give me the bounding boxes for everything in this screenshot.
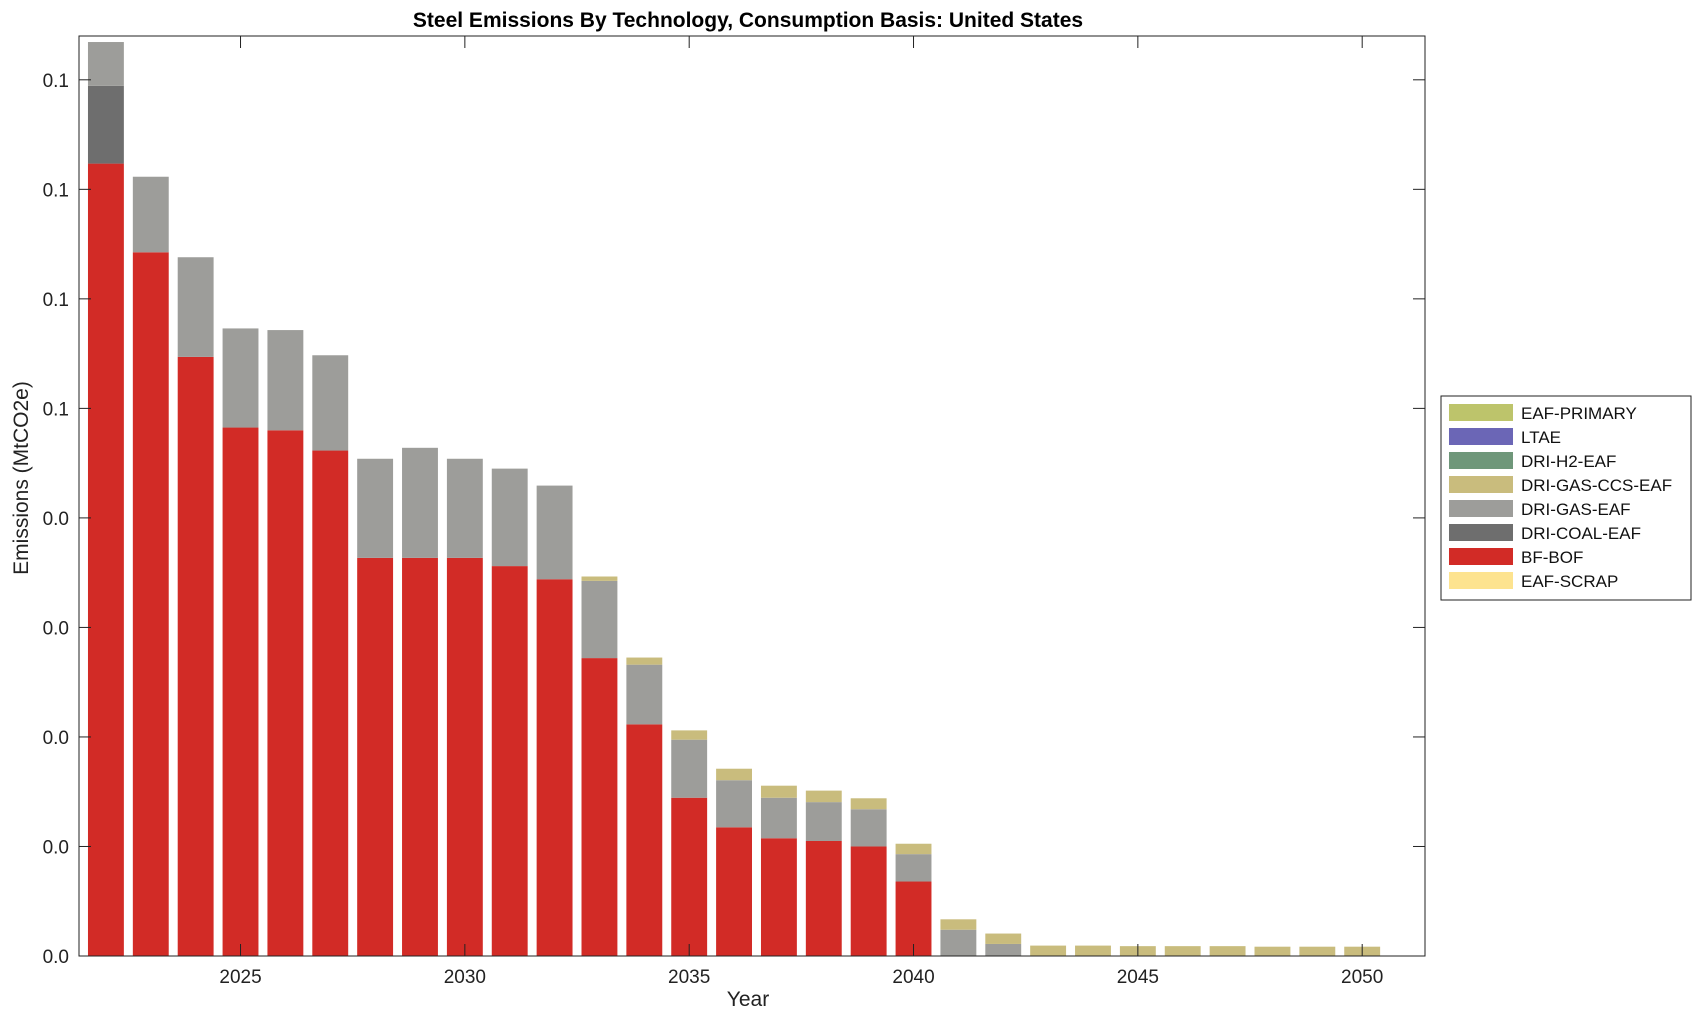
legend-swatch xyxy=(1449,524,1513,541)
bar-2043-dri-gas-ccs-eaf xyxy=(1030,945,1067,956)
legend-swatch xyxy=(1449,452,1513,469)
bar-2042-dri-gas-ccs-eaf xyxy=(985,933,1022,944)
legend: EAF-PRIMARY LTAE DRI-H2-EAF DRI-GAS-CCS-EAF… xyxy=(1440,395,1692,601)
legend-swatch xyxy=(1449,548,1513,565)
y-tick-label: 0.0 xyxy=(43,509,69,530)
bar-2048-dri-gas-ccs-eaf xyxy=(1254,946,1291,956)
axes-layer: 0.0 0.0 0.0 0.0 0.0 0.1 0.1 0.1 0.1 2025 2030 2035 2… xyxy=(43,35,1426,988)
bar-2028-bf-bof xyxy=(357,557,394,956)
bar-2034-dri-gas-eaf xyxy=(626,664,663,725)
bar-2044-dri-gas-ccs-eaf xyxy=(1075,945,1111,956)
y-tick-label: 0.0 xyxy=(43,947,69,968)
bar-2024-dri-gas-eaf xyxy=(177,257,214,357)
y-tick-label: 0.0 xyxy=(43,728,69,749)
x-tick-label: 2030 xyxy=(444,967,486,988)
bar-2046-dri-gas-ccs-eaf xyxy=(1164,946,1201,956)
bar-2034-bf-bof xyxy=(626,724,663,956)
bar-2031-bf-bof xyxy=(491,566,528,956)
legend-label: EAF-PRIMARY xyxy=(1521,404,1637,423)
bar-2030-dri-gas-eaf xyxy=(446,458,483,558)
bar-2022-dri-coal-eaf xyxy=(87,85,124,164)
bar-2039-dri-gas-eaf xyxy=(850,809,887,847)
x-tick-label: 2035 xyxy=(668,967,710,988)
legend-swatch xyxy=(1449,572,1513,589)
legend-label: EAF-SCRAP xyxy=(1521,572,1618,591)
bar-2032-bf-bof xyxy=(536,579,573,956)
bar-2040-dri-gas-ccs-eaf xyxy=(895,843,932,855)
bar-2026-bf-bof xyxy=(267,430,304,956)
bar-2029-dri-gas-eaf xyxy=(402,447,438,558)
legend-label: BF-BOF xyxy=(1521,548,1583,567)
bar-2049-dri-gas-ccs-eaf xyxy=(1299,946,1336,956)
legend-swatch xyxy=(1449,476,1513,493)
legend-label: DRI-COAL-EAF xyxy=(1521,524,1641,543)
bar-2040-dri-gas-eaf xyxy=(895,854,932,882)
y-tick-label: 0.1 xyxy=(43,399,69,420)
bar-2035-dri-gas-eaf xyxy=(671,739,708,798)
legend-swatch xyxy=(1449,428,1513,445)
bar-2033-dri-gas-ccs-eaf xyxy=(581,576,618,581)
bar-2024-bf-bof xyxy=(177,356,214,956)
bar-2030-bf-bof xyxy=(446,557,483,956)
bar-2039-dri-gas-ccs-eaf xyxy=(850,798,887,810)
bar-2032-dri-gas-eaf xyxy=(536,485,573,580)
legend-label: DRI-GAS-CCS-EAF xyxy=(1521,476,1672,495)
bar-2035-bf-bof xyxy=(671,797,708,956)
legend-swatch xyxy=(1449,404,1513,421)
bar-2022-bf-bof xyxy=(87,163,124,957)
bar-2026-dri-gas-eaf xyxy=(267,330,304,431)
bar-2038-bf-bof xyxy=(805,841,842,956)
bar-2041-dri-gas-eaf xyxy=(940,929,977,956)
bar-2040-bf-bof xyxy=(895,881,932,956)
bar-2027-dri-gas-eaf xyxy=(312,355,349,451)
bar-2023-bf-bof xyxy=(132,252,169,957)
bar-2025-bf-bof xyxy=(222,427,259,956)
bar-2035-dri-gas-ccs-eaf xyxy=(671,730,708,740)
bar-2037-dri-gas-eaf xyxy=(760,797,797,839)
bar-2047-dri-gas-ccs-eaf xyxy=(1209,946,1246,956)
bar-2027-bf-bof xyxy=(312,450,349,956)
bar-2042-dri-gas-eaf xyxy=(985,943,1022,956)
bar-2038-dri-gas-eaf xyxy=(805,802,842,841)
bars-layer xyxy=(87,42,1381,957)
y-tick-label: 0.0 xyxy=(43,618,69,639)
legend-swatch xyxy=(1449,500,1513,517)
y-tick-label: 0.0 xyxy=(43,837,69,858)
chart-title: Steel Emissions By Technology, Consumpti… xyxy=(413,9,1083,32)
bar-2034-dri-gas-ccs-eaf xyxy=(626,657,663,665)
x-tick-label: 2040 xyxy=(892,967,934,988)
legend-label: DRI-GAS-EAF xyxy=(1521,500,1631,519)
x-tick-label: 2045 xyxy=(1117,967,1159,988)
x-tick-label: 2050 xyxy=(1341,967,1383,988)
bar-2038-dri-gas-ccs-eaf xyxy=(805,790,842,803)
legend-label: LTAE xyxy=(1521,428,1561,447)
bar-2037-bf-bof xyxy=(760,838,797,956)
bar-2023-dri-gas-eaf xyxy=(132,176,169,253)
bar-2039-bf-bof xyxy=(850,846,887,956)
bar-2022-dri-gas-eaf xyxy=(87,42,124,86)
bar-2028-dri-gas-eaf xyxy=(357,458,394,558)
bar-2031-dri-gas-eaf xyxy=(491,468,528,567)
legend-box xyxy=(1440,395,1692,601)
legend-label: DRI-H2-EAF xyxy=(1521,452,1616,471)
x-axis-label: Year xyxy=(727,988,769,1011)
y-tick-label: 0.1 xyxy=(43,290,69,311)
plot-frame xyxy=(78,35,1426,957)
bar-2037-dri-gas-ccs-eaf xyxy=(760,785,797,798)
bar-2025-dri-gas-eaf xyxy=(222,328,259,428)
x-tick-label: 2025 xyxy=(219,967,261,988)
bar-2033-bf-bof xyxy=(581,658,618,956)
bar-2033-dri-gas-eaf xyxy=(581,580,618,659)
bar-2029-bf-bof xyxy=(402,557,438,956)
y-tick-label: 0.1 xyxy=(43,71,69,92)
y-tick-label: 0.1 xyxy=(43,180,69,201)
y-axis-label: Emissions (MtCO2e) xyxy=(10,381,33,575)
bar-2041-dri-gas-ccs-eaf xyxy=(940,919,977,930)
bar-2036-dri-gas-eaf xyxy=(716,780,752,828)
bar-2036-bf-bof xyxy=(716,827,752,956)
bar-2036-dri-gas-ccs-eaf xyxy=(716,768,752,781)
